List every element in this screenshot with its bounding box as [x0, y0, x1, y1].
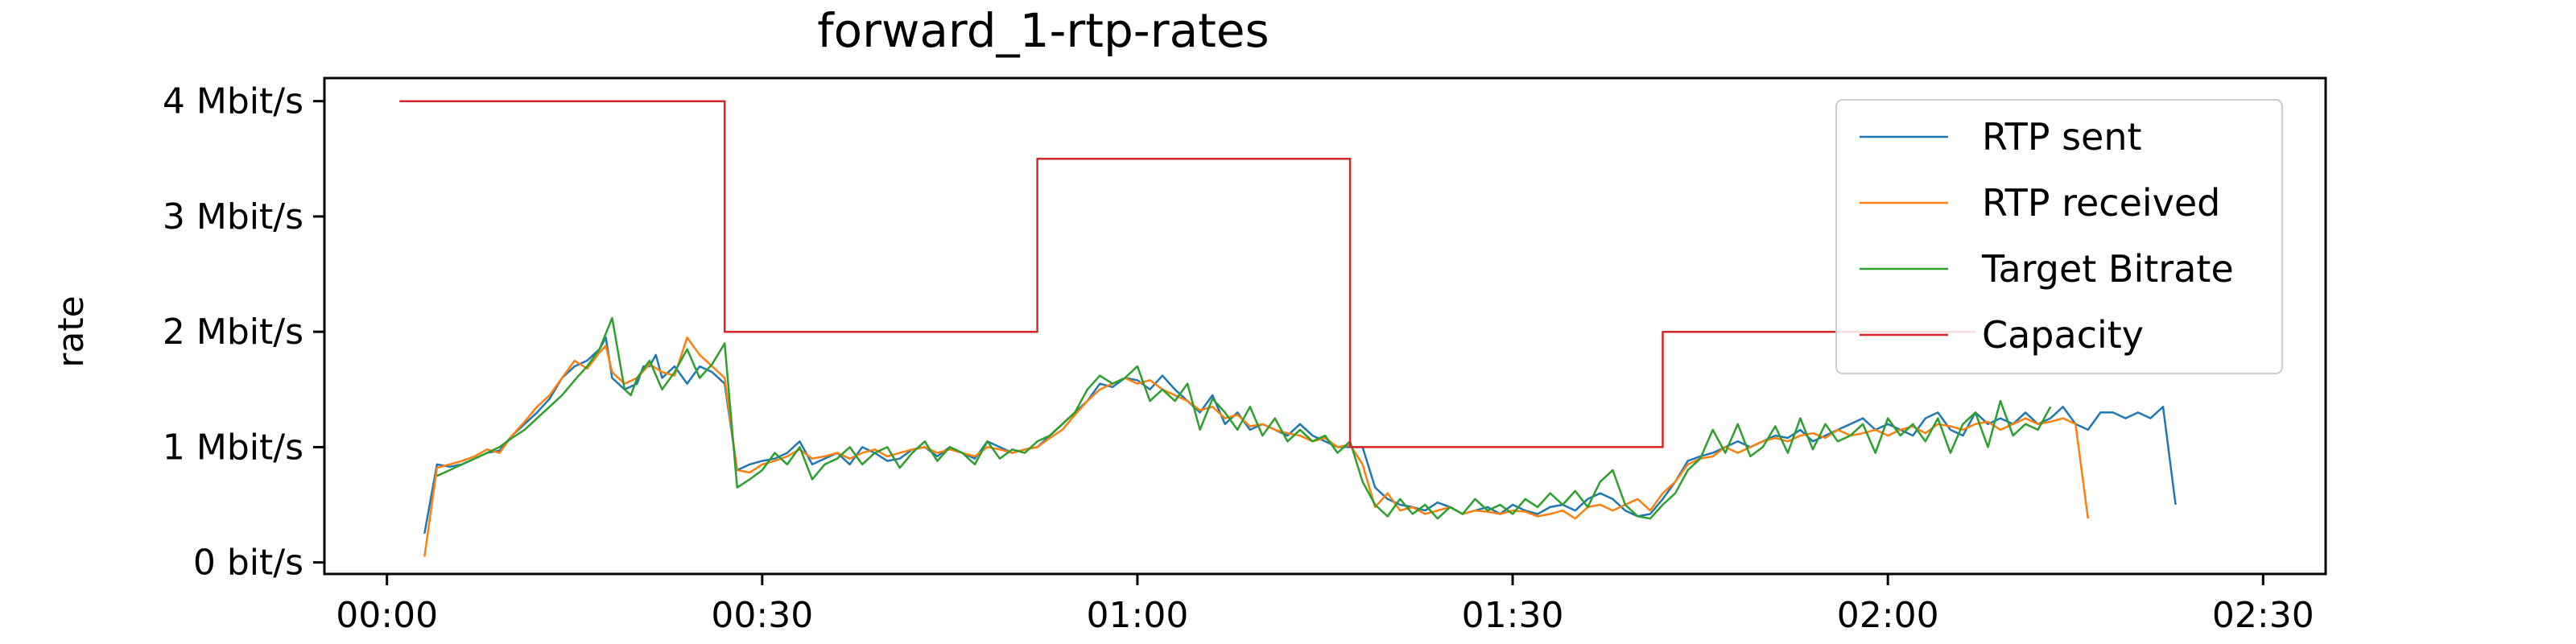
x-tick-label: 00:00 [336, 595, 438, 636]
y-tick-label: 1 Mbit/s [163, 427, 303, 468]
series-layer [399, 100, 2177, 557]
y-tick-label: 2 Mbit/s [163, 312, 303, 353]
x-tick-label: 02:00 [1837, 595, 1939, 636]
y-tick-label: 3 Mbit/s [163, 196, 303, 237]
legend-label: Capacity [1982, 313, 2144, 357]
x-tick-label: 01:00 [1087, 595, 1189, 636]
x-tick-label: 01:30 [1462, 595, 1564, 636]
plot-frame [323, 76, 2327, 576]
series-line-rtp-received [423, 336, 2090, 557]
chart-title: forward_1-rtp-rates [817, 3, 1269, 58]
y-tick-label: 4 Mbit/s [163, 81, 303, 122]
series-line-rtp-sent [423, 336, 2177, 535]
y-tick-label: 0 bit/s [193, 543, 303, 584]
x-tick-label: 00:30 [711, 595, 813, 636]
legend-label: Target Bitrate [1981, 247, 2234, 291]
legend-box [1835, 99, 2283, 374]
legend-label: RTP sent [1982, 115, 2142, 159]
y-axis-label: rate [51, 295, 92, 367]
series-line-capacity [399, 100, 1975, 448]
tick-layer: 00:00 00:30 01:00 01:30 02:00 02:30 0 bit/s 1 M… [163, 81, 2314, 636]
legend-label: RTP received [1982, 181, 2220, 225]
series-line-target-bitrate [436, 316, 2052, 520]
legend: RTP sent RTP received Target Bitrate Capaci… [1835, 99, 2283, 374]
x-tick-label: 02:30 [2212, 595, 2314, 636]
